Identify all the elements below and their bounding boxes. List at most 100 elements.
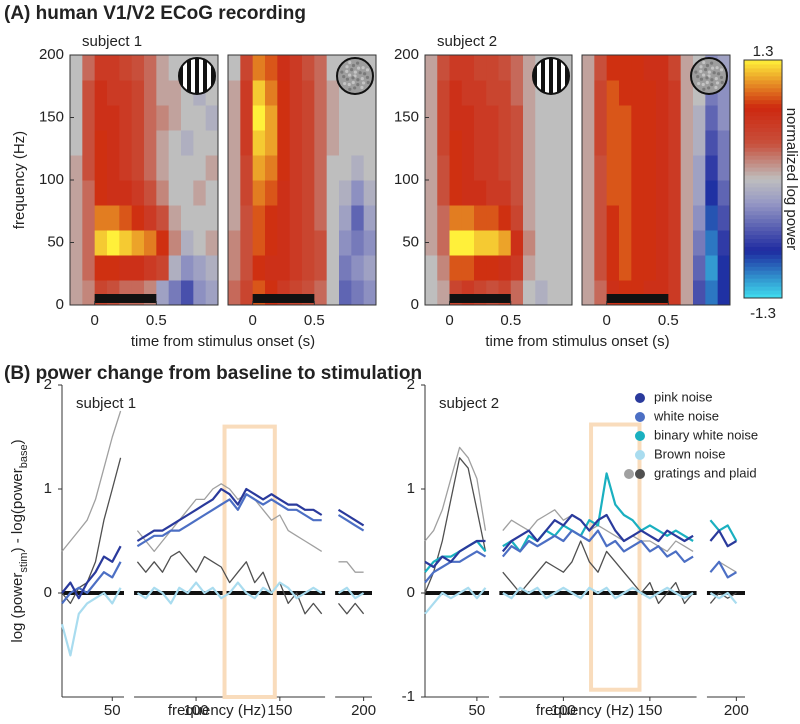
y-axis-label-part: stim (18, 552, 30, 572)
noise-speck (714, 77, 718, 81)
x-axis-label: frequency (Hz) (168, 702, 266, 719)
heat-cell (70, 155, 83, 181)
colorbar-cell (744, 147, 782, 152)
heat-cell (717, 205, 731, 231)
heat-cell (70, 80, 83, 106)
heat-cell (205, 255, 219, 281)
noise-speck (719, 75, 724, 80)
y-axis-label-part: ) - log(power (9, 468, 26, 552)
heat-cell (486, 80, 499, 106)
heat-cell (228, 80, 241, 106)
x-tick-label: 200 (351, 702, 376, 719)
heat-cell (205, 155, 219, 181)
heat-cell (363, 155, 377, 181)
legend-marker (635, 393, 645, 403)
colorbar-cell (744, 135, 782, 140)
noise-speck (350, 67, 354, 72)
heat-cell (240, 105, 254, 131)
heat-cell (594, 155, 608, 181)
heat-cell (289, 255, 303, 281)
heat-cell (289, 230, 303, 256)
heat-cell (314, 130, 328, 156)
colorbar-cell (744, 254, 782, 259)
heat-cell (582, 180, 595, 206)
colorbar-cell (744, 115, 782, 120)
heat-cell (510, 105, 524, 131)
x-tick-label: 0 (445, 312, 453, 329)
heat-cell (193, 130, 207, 156)
y-tick-label: 200 (394, 46, 419, 63)
heat-cell (668, 130, 682, 156)
heat-cell (498, 105, 512, 131)
heat-cell (680, 130, 694, 156)
noise-speck (363, 72, 367, 76)
heat-cell (631, 180, 645, 206)
heat-cell (119, 255, 133, 281)
heat-cell (265, 155, 278, 181)
heat-cell (181, 205, 194, 231)
heat-cell (168, 255, 182, 281)
heat-cell (107, 230, 120, 256)
heat-cell (326, 280, 340, 306)
noise-speck (348, 73, 352, 77)
grating-stripe (557, 58, 561, 94)
heat-cell (193, 180, 207, 206)
heat-cell (717, 105, 731, 131)
colorbar-cell (744, 123, 782, 128)
heat-cell (265, 255, 278, 281)
heat-cell (240, 205, 254, 231)
heat-cell (656, 205, 669, 231)
heat-cell (486, 205, 499, 231)
heat-cell (82, 130, 96, 156)
heat-cell (107, 105, 120, 131)
heat-cell (107, 205, 120, 231)
heat-cell (582, 205, 595, 231)
y-tick-label: 1 (407, 480, 415, 497)
heat-cell (486, 180, 499, 206)
heat-cell (82, 180, 96, 206)
heat-cell (425, 130, 438, 156)
grating-stripe (195, 58, 199, 94)
heat-cell (449, 180, 463, 206)
heat-cell (193, 230, 207, 256)
heat-cell (156, 130, 170, 156)
colorbar-cell (744, 190, 782, 196)
heat-cell (606, 130, 620, 156)
y-tick-label: 50 (47, 233, 64, 250)
legend-marker (635, 431, 645, 441)
noise-speck (702, 60, 706, 65)
series-line (61, 457, 365, 615)
stimulus-bar (449, 294, 511, 303)
heat-cell (510, 280, 524, 306)
heat-cell (425, 105, 438, 131)
heat-cell (547, 130, 561, 156)
heat-cell (168, 180, 182, 206)
x-tick-label: 0.5 (146, 312, 167, 329)
heat-cell (643, 80, 657, 106)
heat-cell (680, 280, 694, 306)
heat-cell (656, 180, 669, 206)
y-axis-label-part: base (18, 444, 30, 468)
heat-cell (205, 105, 219, 131)
heat-cell (193, 105, 207, 131)
heat-cell (606, 105, 620, 131)
x-tick-label: 0 (602, 312, 610, 329)
heat-cell (289, 105, 303, 131)
y-tick-label: 0 (56, 296, 64, 313)
heat-cell (252, 205, 266, 231)
heat-cell (302, 155, 315, 181)
heat-cell (582, 130, 595, 156)
heat-cell (144, 105, 157, 131)
heat-cell (277, 55, 291, 81)
heat-cell (326, 205, 340, 231)
grating-stripe (565, 58, 569, 94)
heat-cell (252, 255, 266, 281)
heat-cell (606, 230, 620, 256)
heat-cell (474, 80, 487, 106)
heat-cell (425, 205, 438, 231)
heat-cell (131, 255, 145, 281)
heat-cell (314, 230, 328, 256)
noise-speck (351, 63, 356, 68)
noise-speck (365, 68, 370, 72)
heat-cell (265, 205, 278, 231)
